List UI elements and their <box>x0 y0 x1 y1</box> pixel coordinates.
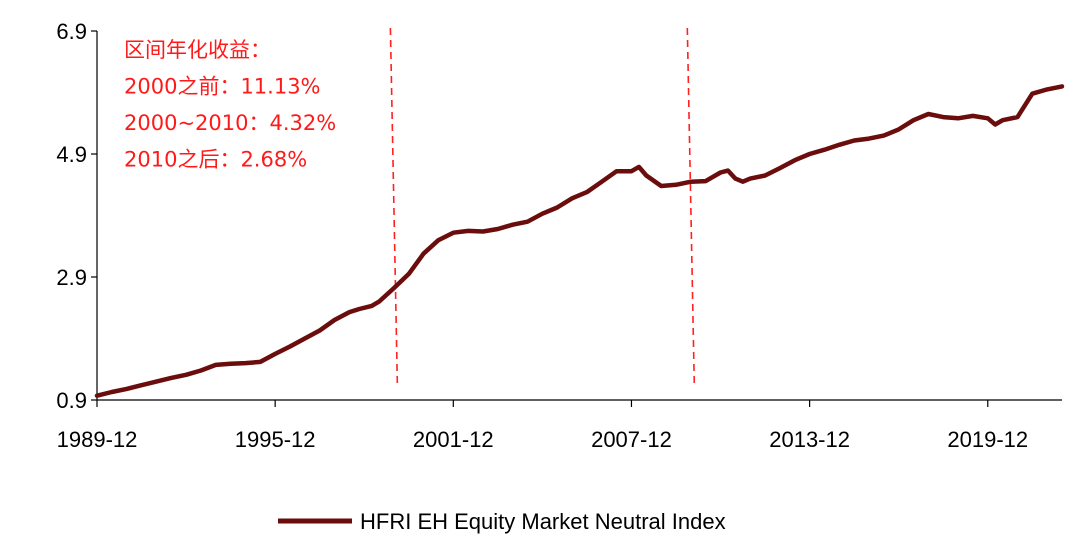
legend: HFRI EH Equity Market Neutral Index <box>278 509 726 534</box>
y-tick-label: 2.9 <box>56 265 87 290</box>
x-tick-label: 1989-12 <box>57 427 138 452</box>
series-line <box>94 84 1065 398</box>
x-tick-label: 2007-12 <box>591 427 672 452</box>
annotation-line: 区间年化收益： <box>124 38 271 62</box>
legend-label: HFRI EH Equity Market Neutral Index <box>360 509 726 534</box>
x-tick-label: 2019-12 <box>947 427 1028 452</box>
annotation-line: 2000~2010：4.32% <box>124 111 336 135</box>
x-tick-label: 2001-12 <box>413 427 494 452</box>
x-tick-label: 2013-12 <box>769 427 850 452</box>
vertical-marker-line <box>686 27 696 387</box>
annotation-line: 2000之前：11.13% <box>124 75 321 99</box>
x-tick-label: 1995-12 <box>235 427 316 452</box>
annotation-block: 区间年化收益： 2000之前：11.13% 2000~2010：4.32% 2010之… <box>124 38 336 172</box>
y-tick-label: 0.9 <box>56 388 87 413</box>
y-tick-label: 4.9 <box>56 142 87 167</box>
vertical-markers <box>389 27 696 387</box>
x-axis-ticks: 1989-12 1995-12 2001-12 2007-12 2013-12 2019-… <box>57 400 1028 452</box>
y-tick-label: 6.9 <box>56 19 87 44</box>
vertical-marker-line <box>389 27 399 387</box>
annotation-line: 2010之后：2.68% <box>124 148 307 172</box>
axes <box>96 31 1062 401</box>
y-axis-ticks: 0.9 2.9 4.9 6.9 <box>56 19 97 413</box>
series-lines <box>94 84 1065 398</box>
